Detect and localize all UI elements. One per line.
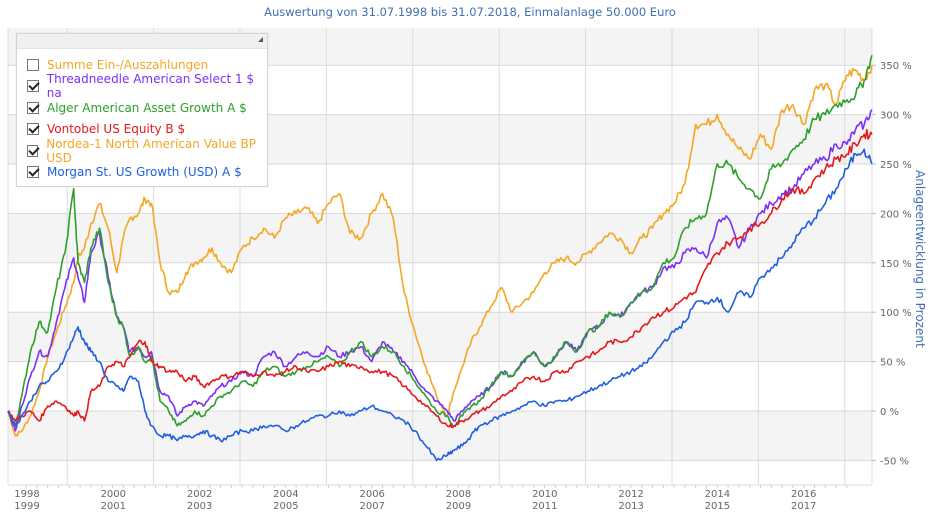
checkbox-checked-icon[interactable]	[27, 144, 39, 157]
y-tick-label: -50 %	[880, 456, 909, 467]
legend-item[interactable]: Summe Ein-/Auszahlungen	[17, 54, 267, 76]
checkbox-checked-icon[interactable]	[27, 166, 39, 179]
x-tick-label: 1998	[14, 489, 39, 500]
chart-title: Auswertung von 31.07.1998 bis 31.07.2018…	[264, 5, 676, 19]
y-tick-label: 300 %	[880, 111, 912, 122]
legend-label: Morgan St. US Growth (USD) A $	[47, 165, 242, 180]
series-line-2	[7, 55, 873, 427]
series-line-5	[7, 148, 873, 462]
x-tick-label: 2006	[359, 489, 384, 500]
x-tick-label: 2003	[187, 501, 212, 512]
x-tick-label: 2008	[446, 489, 471, 500]
x-tick-label: 2011	[532, 501, 557, 512]
y-tick-label: 150 %	[880, 259, 912, 270]
x-tick-label: 1999	[14, 501, 39, 512]
legend[interactable]: Summe Ein-/Auszahlungen Threadneedle Amer…	[16, 33, 268, 187]
checkbox-checked-icon[interactable]	[27, 101, 39, 114]
legend-label: Vontobel US Equity B $	[47, 122, 186, 137]
x-tick-label: 2009	[446, 501, 471, 512]
plot-band	[8, 213, 872, 263]
legend-header[interactable]	[17, 34, 267, 49]
series-line-3	[7, 128, 873, 429]
y-axis-label: Anlageentwicklung in Prozent	[913, 170, 927, 348]
x-tick-label: 2010	[532, 489, 557, 500]
checkbox-checked-icon[interactable]	[27, 80, 39, 93]
x-tick-label: 2007	[359, 501, 384, 512]
y-tick-label: 200 %	[880, 209, 912, 220]
legend-label: Alger American Asset Growth A $	[47, 100, 247, 115]
x-tick-label: 2005	[273, 501, 298, 512]
x-tick-label: 2014	[705, 489, 730, 500]
checkbox-checked-icon[interactable]	[27, 123, 39, 136]
legend-items: Summe Ein-/Auszahlungen Threadneedle Amer…	[17, 49, 267, 183]
y-axis-ticks: -50 % 0 % 50 % 100 % 150 % 200 % 250 % 300 % 350…	[872, 61, 912, 467]
legend-item[interactable]: Alger American Asset Growth A $	[17, 97, 267, 119]
x-tick-label: 2002	[187, 489, 212, 500]
y-tick-label: 0 %	[880, 407, 899, 418]
y-tick-label: 250 %	[880, 160, 912, 171]
checkbox-unchecked-icon[interactable]	[27, 58, 39, 71]
plot-band	[8, 312, 872, 362]
x-tick-label: 2004	[273, 489, 298, 500]
legend-label: Nordea-1 North American Value BP USD	[46, 136, 256, 165]
y-tick-label: 100 %	[880, 308, 912, 319]
series-lines	[7, 55, 873, 462]
series-line-4	[7, 65, 873, 437]
legend-item[interactable]: Morgan St. US Growth (USD) A $	[17, 162, 267, 184]
legend-item[interactable]: Threadneedle American Select 1 $ na	[17, 72, 267, 100]
resize-grip-icon[interactable]	[258, 37, 263, 42]
x-tick-label: 2017	[791, 501, 816, 512]
y-tick-label: 50 %	[880, 358, 905, 369]
legend-label: Summe Ein-/Auszahlungen	[47, 57, 209, 72]
legend-label: Threadneedle American Select 1 $ na	[46, 72, 255, 101]
x-tick-label: 2016	[791, 489, 816, 500]
y-axis-label-wrap: Anlageentwicklung in Prozent	[905, 170, 935, 348]
x-tick-label: 2012	[618, 489, 643, 500]
legend-item[interactable]: Vontobel US Equity B $	[17, 119, 267, 141]
x-tick-label: 2015	[705, 501, 730, 512]
y-tick-label: 350 %	[880, 61, 912, 72]
x-tick-label: 2001	[101, 501, 126, 512]
x-tick-label: 2000	[101, 489, 126, 500]
x-tick-label: 2013	[618, 501, 643, 512]
legend-item[interactable]: Nordea-1 North American Value BP USD	[17, 136, 267, 165]
